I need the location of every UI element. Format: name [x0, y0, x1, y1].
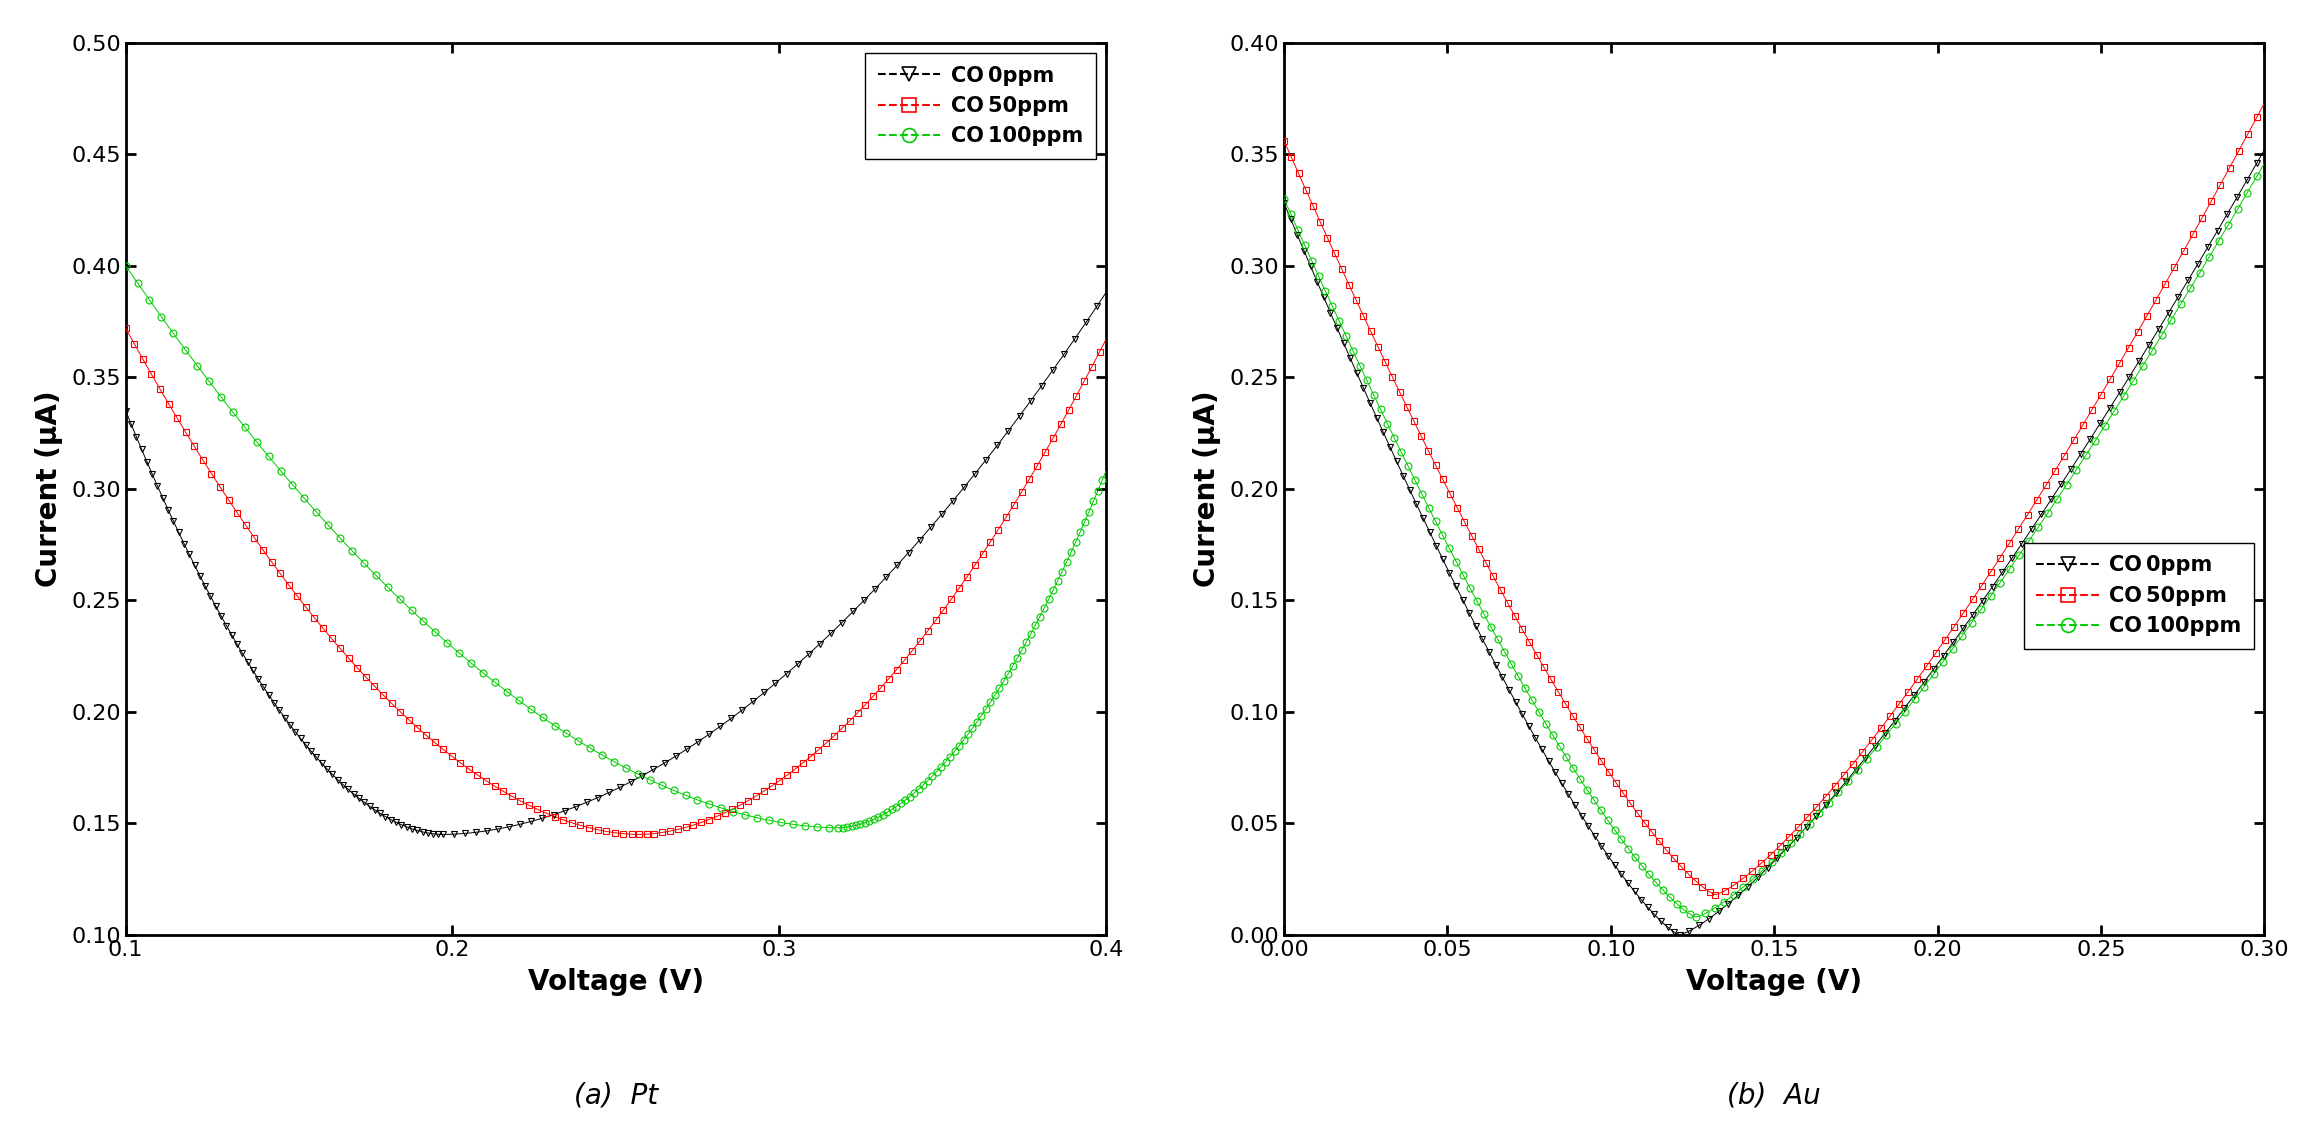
Text: (b)  Au: (b) Au — [1727, 1082, 1822, 1109]
X-axis label: Voltage (V): Voltage (V) — [1687, 968, 1862, 996]
X-axis label: Voltage (V): Voltage (V) — [528, 968, 704, 996]
Y-axis label: Current (μA): Current (μA) — [35, 390, 63, 587]
Text: (a)  Pt: (a) Pt — [574, 1082, 658, 1109]
Legend: CO 0ppm, CO 50ppm, CO 100ppm: CO 0ppm, CO 50ppm, CO 100ppm — [865, 54, 1095, 158]
Legend: CO 0ppm, CO 50ppm, CO 100ppm: CO 0ppm, CO 50ppm, CO 100ppm — [2024, 543, 2254, 649]
Y-axis label: Current (μA): Current (μA) — [1192, 390, 1220, 587]
